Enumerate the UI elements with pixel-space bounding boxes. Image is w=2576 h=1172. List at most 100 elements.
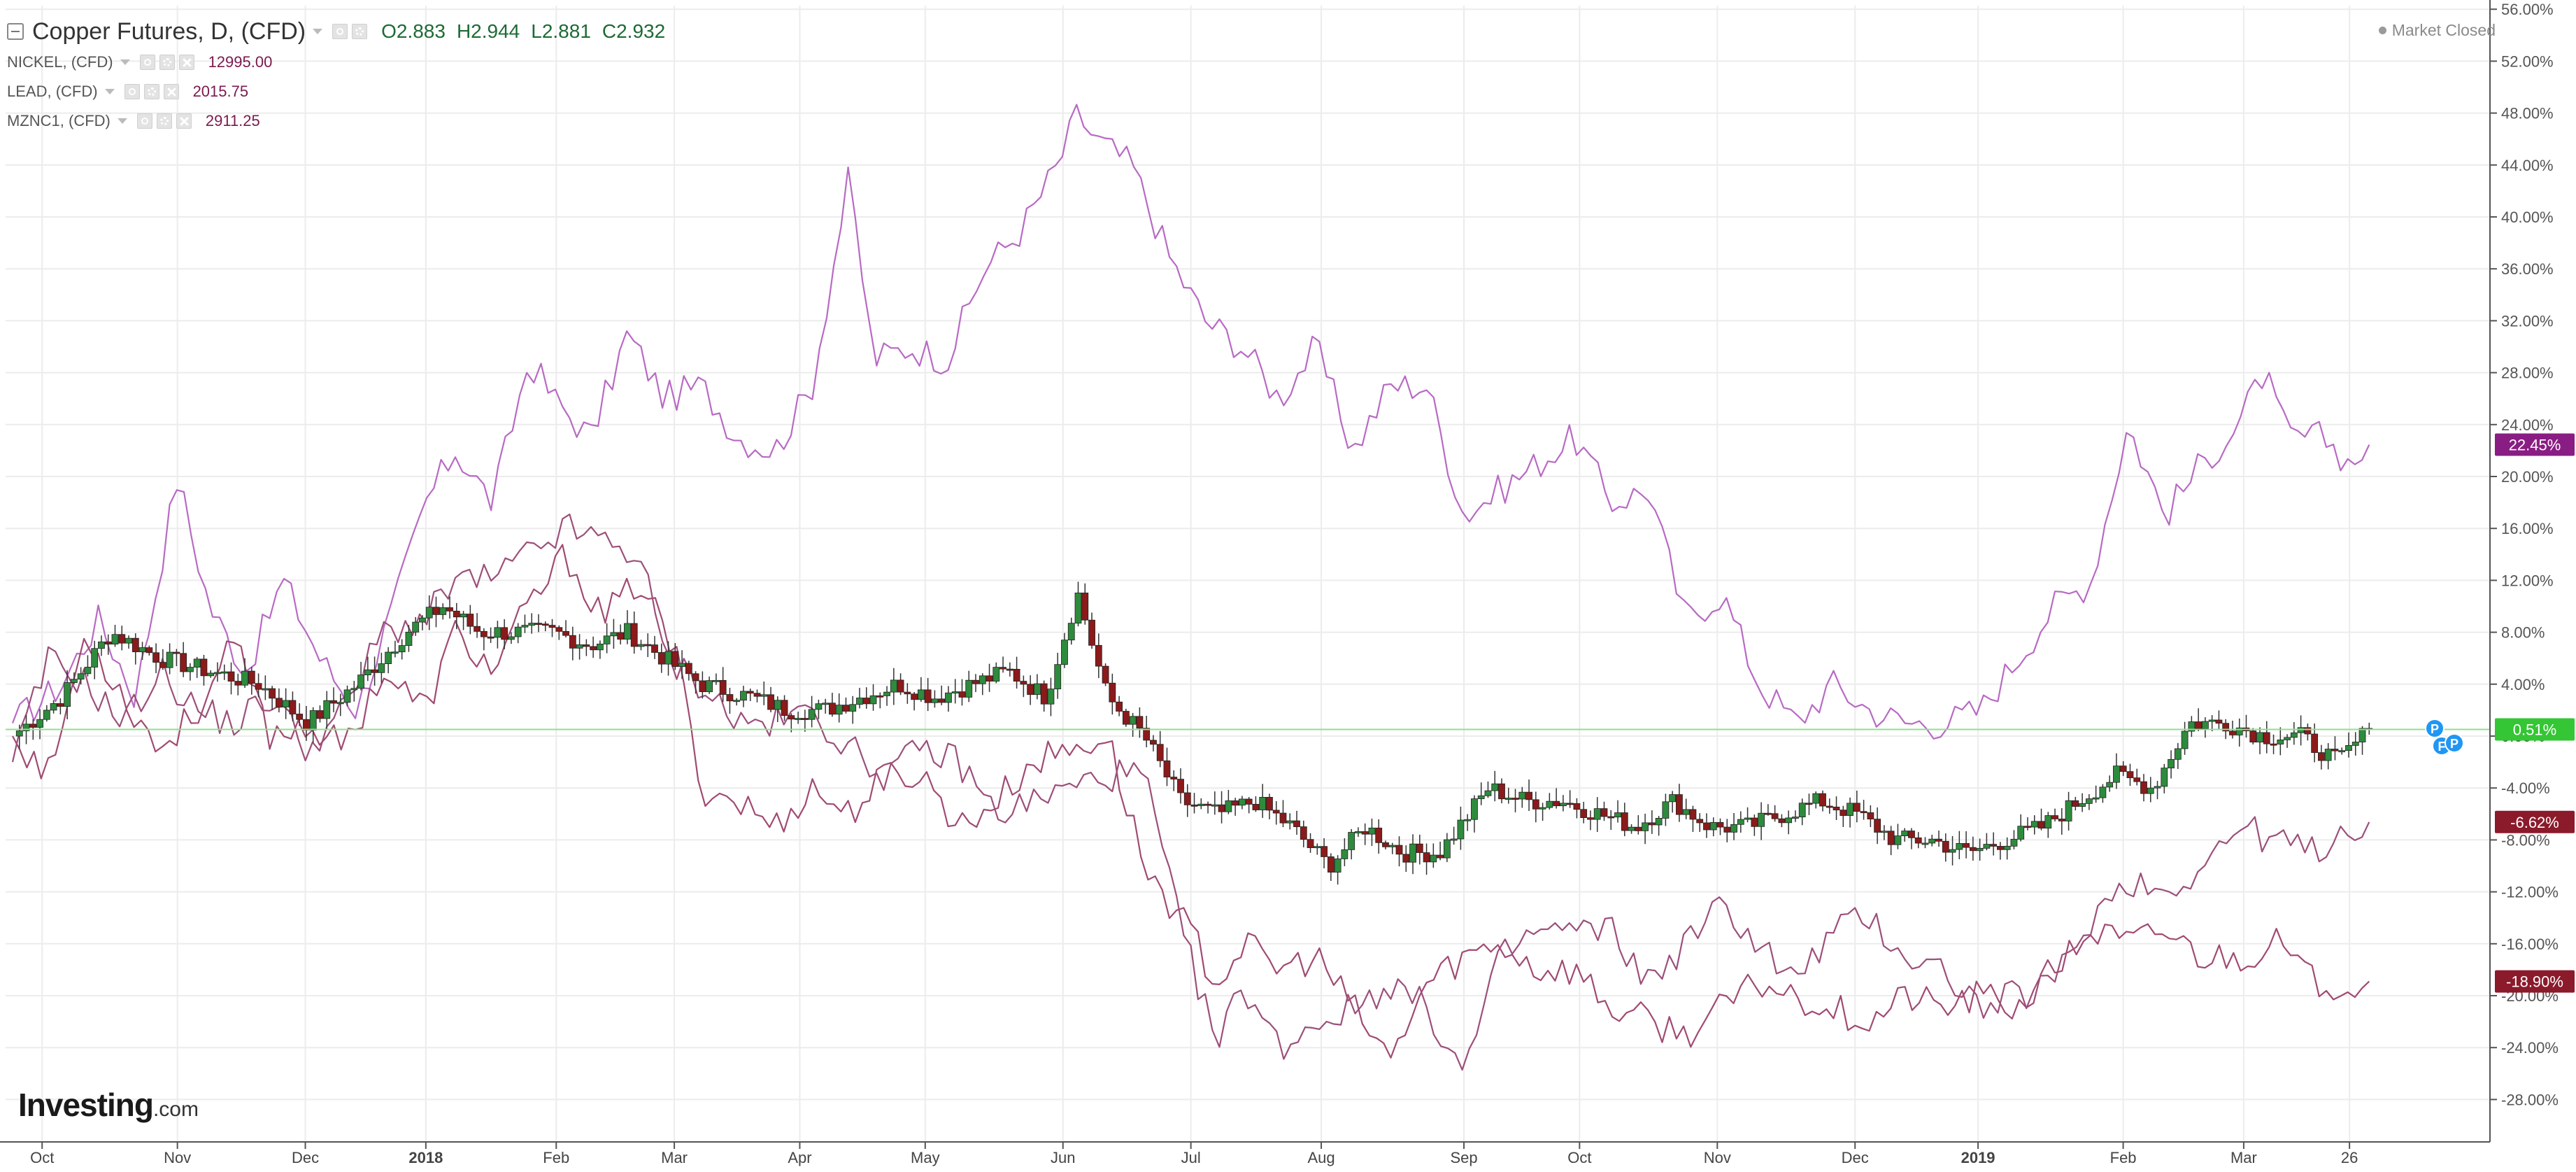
candle-body bbox=[979, 675, 986, 684]
candle-body bbox=[2017, 826, 2025, 840]
x-tick-label: Dec bbox=[292, 1149, 319, 1166]
candle-body bbox=[1300, 826, 1307, 840]
series-line bbox=[11, 514, 2370, 1071]
legend-main-title[interactable]: Copper Futures, D, (CFD) bbox=[32, 17, 306, 45]
candle-body bbox=[1341, 849, 1349, 859]
legend-label[interactable]: NICKEL, (CFD) bbox=[7, 53, 113, 71]
y-tick-label: -8.00% bbox=[2501, 831, 2550, 849]
candle-body bbox=[187, 667, 194, 672]
close-icon[interactable] bbox=[163, 84, 179, 99]
candle-body bbox=[856, 698, 863, 705]
chevron-down-icon[interactable] bbox=[120, 59, 130, 65]
legend-row-nickel[interactable]: NICKEL, (CFD) 12995.00 bbox=[7, 48, 676, 77]
price-badges: 22.45% 0.51% -6.62% -18.90% bbox=[2495, 433, 2575, 993]
candle-body bbox=[904, 691, 911, 695]
candle-body bbox=[1190, 804, 1198, 807]
chevron-down-icon[interactable] bbox=[104, 89, 115, 94]
candle-body bbox=[1252, 803, 1260, 810]
series-line bbox=[11, 104, 2370, 740]
gear-icon[interactable] bbox=[143, 84, 159, 99]
x-tick-label: Jun bbox=[1051, 1149, 1075, 1166]
candle-body bbox=[303, 719, 310, 730]
candle-body bbox=[412, 621, 420, 633]
candle-body bbox=[767, 694, 774, 710]
candle-body bbox=[180, 653, 187, 672]
candle-body bbox=[562, 630, 569, 636]
candle-body bbox=[2058, 819, 2065, 821]
candle-body bbox=[1061, 640, 1068, 665]
candle-body bbox=[630, 623, 638, 647]
candle-body bbox=[1928, 838, 1936, 844]
visibility-icon[interactable] bbox=[136, 113, 152, 129]
candle-body bbox=[84, 667, 92, 675]
candle-body bbox=[1484, 790, 1492, 796]
x-tick-label: Oct bbox=[1567, 1149, 1591, 1166]
candle-body bbox=[1621, 812, 1628, 831]
candle-body bbox=[753, 693, 761, 697]
x-tick-label: Mar bbox=[661, 1149, 688, 1166]
candle-body bbox=[1423, 852, 1430, 863]
legend-row-lead[interactable]: LEAD, (CFD) 2015.75 bbox=[7, 77, 676, 106]
candle-body bbox=[1034, 683, 1041, 696]
legend-label[interactable]: MZNC1, (CFD) bbox=[7, 112, 111, 129]
y-axis[interactable]: 56.00% 52.00% 48.00% 44.00% 40.00% 36.00% 32.0… bbox=[2490, 1, 2559, 1108]
candle-body bbox=[467, 614, 474, 627]
candle-body bbox=[869, 695, 877, 705]
legend-label[interactable]: LEAD, (CFD) bbox=[7, 83, 98, 100]
candle-body bbox=[22, 723, 30, 731]
legend-row-zinc[interactable]: MZNC1, (CFD) 2911.25 bbox=[7, 106, 676, 136]
visibility-icon[interactable] bbox=[139, 55, 155, 70]
close-icon[interactable] bbox=[178, 55, 194, 70]
chevron-down-icon[interactable] bbox=[117, 118, 127, 124]
candle-body bbox=[2270, 743, 2277, 746]
candle-body bbox=[173, 651, 180, 654]
candle-body bbox=[822, 703, 830, 705]
x-axis[interactable]: Oct Nov Dec 2018 Feb Mar Apr May Jun Jul Aug Sep Oct… bbox=[30, 1142, 2358, 1166]
candle-body bbox=[1921, 842, 1929, 845]
candle-body bbox=[2106, 782, 2114, 788]
gear-icon[interactable] bbox=[156, 113, 172, 129]
status-dot-icon bbox=[2378, 27, 2386, 34]
visibility-icon[interactable] bbox=[332, 24, 348, 39]
candle-body bbox=[1709, 821, 1717, 831]
candle-body bbox=[1450, 838, 1458, 841]
candle-body bbox=[1812, 793, 1820, 804]
candle-body bbox=[1914, 837, 1922, 844]
candle-body bbox=[555, 627, 563, 632]
candle-body bbox=[1655, 818, 1663, 826]
gear-icon[interactable] bbox=[352, 24, 368, 39]
candle-body bbox=[938, 698, 946, 703]
candle-body bbox=[1826, 805, 1833, 808]
y-tick-label: 16.00% bbox=[2501, 520, 2554, 537]
candle-body bbox=[1573, 803, 1581, 810]
candle-body bbox=[1355, 831, 1362, 833]
market-status-label: Market Closed bbox=[2391, 21, 2496, 39]
candle-body bbox=[1635, 826, 1642, 831]
candle-body bbox=[296, 714, 304, 720]
candle-body bbox=[1348, 832, 1355, 850]
candle-body bbox=[2037, 821, 2045, 828]
candle-body bbox=[2235, 727, 2243, 735]
chart-markers: PF P bbox=[2425, 719, 2464, 756]
chevron-down-icon[interactable] bbox=[313, 29, 323, 34]
close-icon[interactable] bbox=[176, 113, 192, 129]
candle-body bbox=[965, 679, 973, 698]
candle-body bbox=[2263, 732, 2270, 744]
legend-main-row[interactable]: Copper Futures, D, (CFD) O2.883 H2.944 L2.… bbox=[7, 15, 676, 48]
candle-body bbox=[1081, 593, 1089, 621]
candle-body bbox=[1819, 793, 1826, 807]
candle-body bbox=[1908, 831, 1915, 838]
collapse-icon[interactable] bbox=[7, 23, 24, 40]
visibility-icon[interactable] bbox=[124, 84, 140, 99]
gear-icon[interactable] bbox=[159, 55, 175, 70]
candle-body bbox=[931, 698, 939, 703]
candle-body bbox=[1676, 794, 1683, 815]
candle-body bbox=[2290, 732, 2298, 738]
candle-body bbox=[1703, 822, 1710, 831]
candle-body bbox=[992, 667, 1000, 682]
candle-body bbox=[2345, 744, 2352, 751]
candle-body bbox=[234, 681, 242, 686]
candle-body bbox=[70, 679, 78, 683]
candle-body bbox=[2085, 798, 2093, 804]
